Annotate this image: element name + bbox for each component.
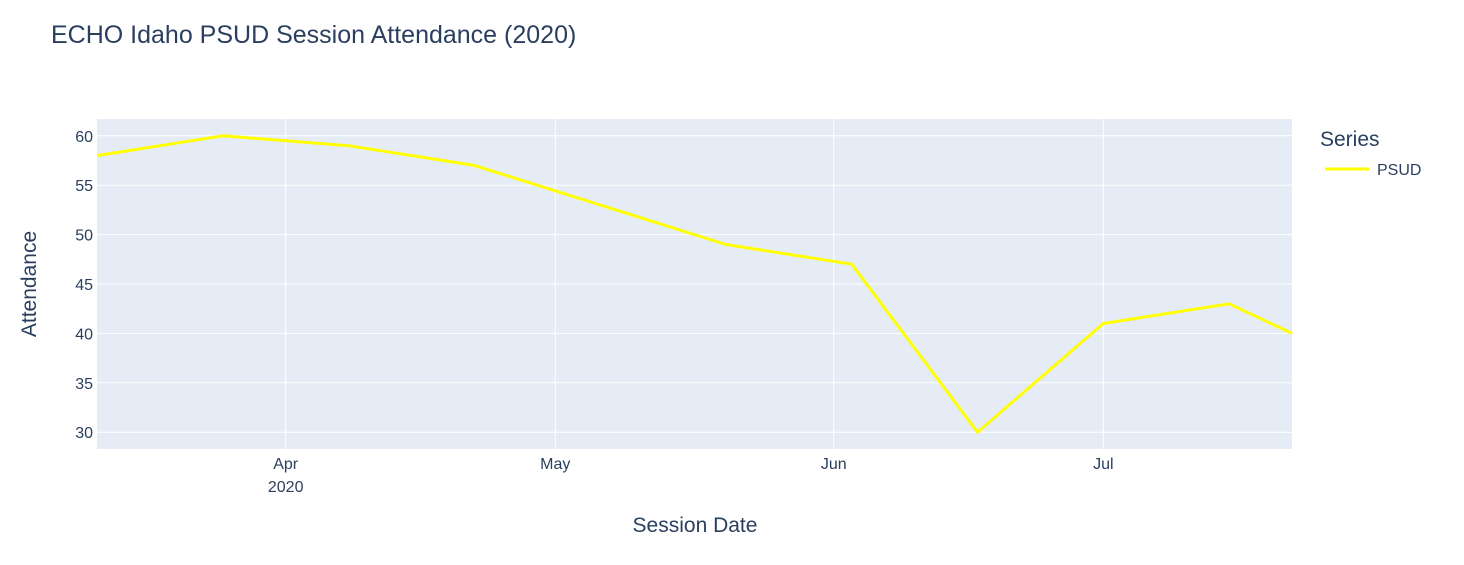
y-tick-label: 30	[75, 425, 93, 442]
x-tick-label: Jun	[821, 456, 847, 473]
legend: Series PSUD	[1320, 128, 1421, 179]
y-axis-title: Attendance	[18, 231, 41, 337]
y-tick-labels: 30 35 40 45 50 55 60	[75, 129, 93, 442]
x-tick-label: Apr	[273, 456, 299, 473]
legend-item-label[interactable]: PSUD	[1377, 162, 1421, 179]
series-line-psud[interactable]	[96, 134, 1293, 434]
y-tick-label: 60	[75, 129, 93, 146]
x-tick-label: May	[540, 456, 570, 473]
y-tick-label: 50	[75, 228, 93, 245]
x-tick-label: Jul	[1093, 456, 1113, 473]
y-tick-label: 55	[75, 178, 93, 195]
chart-title: ECHO Idaho PSUD Session Attendance (2020…	[51, 21, 576, 49]
x-tick-labels: Apr 2020 May Jun Jul	[268, 456, 1114, 496]
series-layer	[96, 134, 1293, 434]
x-tick-sublabel: 2020	[268, 479, 304, 496]
y-tick-label: 40	[75, 326, 93, 343]
x-axis-title: Session Date	[633, 514, 758, 537]
legend-title: Series	[1320, 128, 1380, 151]
y-tick-label: 45	[75, 277, 93, 294]
y-tick-label: 35	[75, 376, 93, 393]
